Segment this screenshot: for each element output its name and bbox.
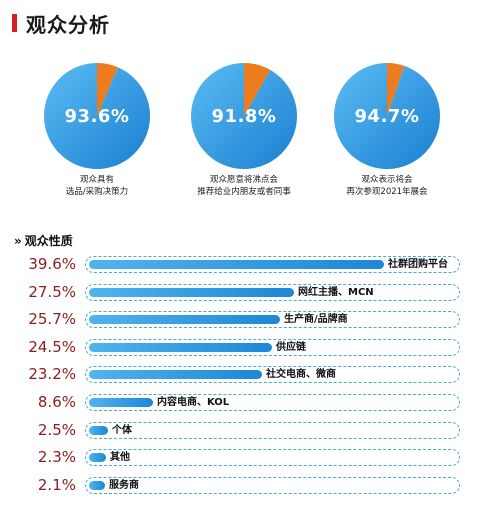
bar <box>89 315 280 324</box>
pie-caption-line: 观众表示将会 <box>361 175 413 185</box>
pie-percent-label: 93.6% <box>64 106 130 127</box>
bar-category-label: 内容电商、KOL <box>157 397 230 408</box>
bar-value-label: 23.2% <box>28 365 76 383</box>
pie-svg <box>191 63 297 169</box>
pie-caption: 观众愿意将沸点会推荐给业内朋友或者同事 <box>169 174 319 198</box>
bar-track: 服务商 <box>85 477 460 494</box>
pie-slice-minor <box>387 63 405 116</box>
bar <box>89 453 106 462</box>
bar-track: 其他 <box>85 449 460 466</box>
bar-category-label: 生产商/品牌商 <box>284 314 348 325</box>
bar-value-label: 25.7% <box>28 310 76 328</box>
title-accent-bar <box>12 14 17 32</box>
pie-percent-label: 91.8% <box>211 106 277 127</box>
bar-category-label: 网红主播、MCN <box>298 287 374 298</box>
pie-slice-minor <box>97 63 118 116</box>
bar-value-label: 8.6% <box>37 393 76 411</box>
pie-percent-label: 94.7% <box>354 106 420 127</box>
pie-svg <box>334 63 440 169</box>
pie-caption-line: 选品/采购决策力 <box>65 187 129 197</box>
pie-caption-line: 观众具有 <box>79 175 114 185</box>
pie-chart: 94.7% <box>333 62 441 170</box>
section-title-text: 观众性质 <box>24 234 73 248</box>
bar <box>89 426 108 435</box>
pie-caption: 观众表示将会再次参观2021年展会 <box>312 174 462 198</box>
pie-svg <box>44 63 150 169</box>
bar <box>89 260 384 269</box>
bar-category-label: 供应链 <box>276 342 306 353</box>
pie-caption-line: 观众愿意将沸点会 <box>209 175 278 185</box>
pie-slice-minor <box>244 63 271 116</box>
double-chevron-icon: » <box>14 234 22 248</box>
bar-value-label: 24.5% <box>28 338 76 356</box>
pie-caption-line: 再次参观2021年展会 <box>346 187 428 197</box>
bar-track: 社群团购平台 <box>85 256 460 273</box>
bar-track: 内容电商、KOL <box>85 394 460 411</box>
bar-category-label: 个体 <box>112 425 132 436</box>
bar-category-label: 社群团购平台 <box>388 259 448 270</box>
pie-caption-line: 推荐给业内朋友或者同事 <box>197 187 291 197</box>
bar <box>89 398 153 407</box>
bar-value-label: 27.5% <box>28 283 76 301</box>
bar <box>89 481 105 490</box>
bar-value-label: 2.3% <box>37 448 76 466</box>
pie-caption: 观众具有选品/采购决策力 <box>22 174 172 198</box>
bar-category-label: 其他 <box>110 452 130 463</box>
bar-track: 个体 <box>85 422 460 439</box>
bar-value-label: 39.6% <box>28 255 76 273</box>
bar <box>89 288 294 297</box>
bar-track: 网红主播、MCN <box>85 284 460 301</box>
bar-track: 生产商/品牌商 <box>85 311 460 328</box>
bar <box>89 343 272 352</box>
pie-chart: 91.8% <box>190 62 298 170</box>
page-title: 观众分析 <box>26 13 110 37</box>
bar-category-label: 服务商 <box>109 480 139 491</box>
bar-value-label: 2.1% <box>37 476 76 494</box>
bar-value-label: 2.5% <box>37 421 76 439</box>
bar-track: 供应链 <box>85 339 460 356</box>
bar-track: 社交电商、微商 <box>85 366 460 383</box>
pie-chart: 93.6% <box>43 62 151 170</box>
section-title: » 观众性质 <box>14 232 73 249</box>
bar-category-label: 社交电商、微商 <box>266 369 336 380</box>
bar <box>89 370 262 379</box>
